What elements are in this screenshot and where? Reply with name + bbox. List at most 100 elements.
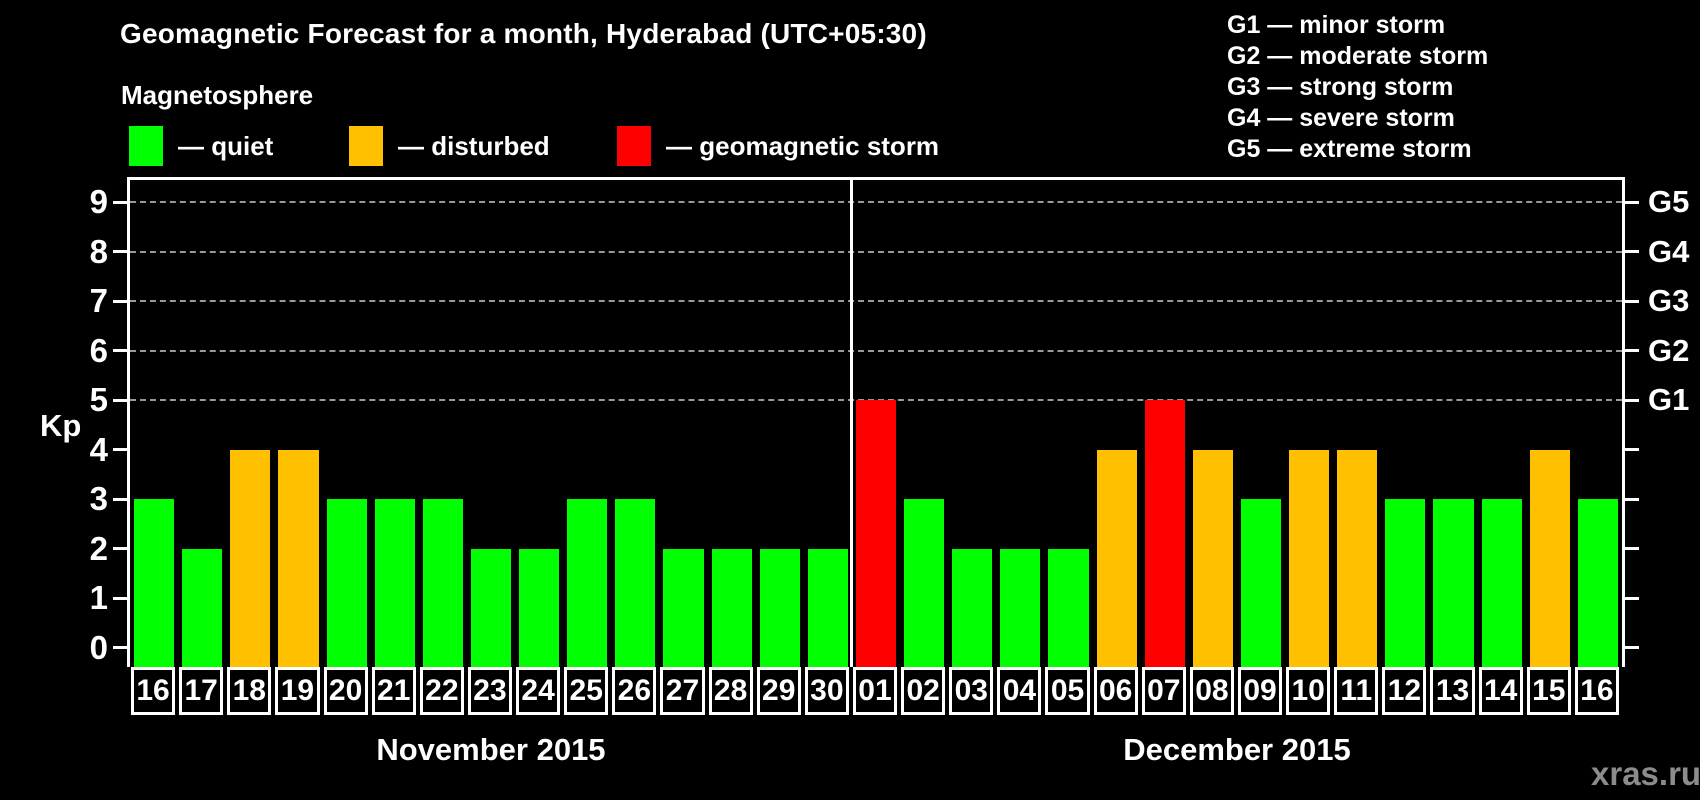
xras-watermark: xras.ru — [1591, 755, 1700, 792]
kp-bar-day-04 — [1000, 548, 1041, 667]
y-tick-label-1: 1 — [89, 579, 108, 616]
kp-bar-day-22 — [422, 499, 463, 667]
legend-item-disturbed: — disturbed — [349, 125, 550, 167]
date-cell: 04 — [997, 667, 1042, 715]
kp-bar-day-21 — [374, 499, 415, 667]
y-tick-label-9: 9 — [89, 183, 108, 220]
left-axis-tick-3 — [113, 497, 127, 501]
left-axis-tick-5 — [113, 398, 127, 402]
date-cell: 20 — [323, 667, 368, 715]
legend-label-quiet: — quiet — [178, 130, 274, 161]
legend-item-storm: — geomagnetic storm — [617, 125, 939, 167]
left-axis-tick-6 — [113, 349, 127, 352]
kp-bar-day-17 — [182, 548, 223, 667]
y-tick-label-7: 7 — [89, 282, 108, 319]
gridline-kp9 — [130, 201, 1622, 203]
right-axis-tick-6 — [1625, 349, 1639, 352]
month-label: December 2015 — [1123, 732, 1351, 767]
right-axis-tick-7 — [1625, 299, 1639, 303]
kp-bar-day-08 — [1192, 449, 1233, 667]
g-level-label-g5: G5 — [1648, 184, 1690, 219]
right-axis-tick-5 — [1625, 398, 1639, 402]
date-cell: 29 — [756, 667, 801, 715]
kp-bar-day-12 — [1385, 499, 1426, 667]
storm-scale-legend: G1 — minor storm G2 — moderate storm G3 … — [1227, 10, 1488, 165]
kp-bar-day-01 — [855, 400, 897, 667]
kp-bar-day-06 — [1096, 449, 1137, 667]
kp-bar-day-10 — [1289, 449, 1330, 667]
storm-scale-g2: G2 — moderate storm — [1227, 42, 1489, 70]
date-cell: 06 — [1093, 667, 1138, 715]
disturbed-color-swatch — [349, 126, 383, 166]
month-label: November 2015 — [376, 732, 606, 767]
right-axis-tick-0 — [1625, 646, 1639, 649]
date-cell: 15 — [1526, 667, 1571, 715]
date-cell: 03 — [949, 667, 994, 715]
g-level-label-g1: G1 — [1648, 382, 1690, 417]
kp-bar-day-19 — [278, 449, 319, 667]
right-axis-tick-8 — [1625, 250, 1639, 253]
date-cell: 14 — [1478, 667, 1523, 715]
date-cell: 12 — [1382, 667, 1427, 715]
kp-bar-day-23 — [470, 548, 512, 667]
y-axis-label-kp: Kp — [40, 408, 82, 443]
y-tick-label-2: 2 — [89, 529, 108, 567]
kp-bar-day-02 — [904, 499, 945, 667]
kp-bar-chart-plot-area — [127, 177, 1625, 667]
gridline-kp7 — [130, 300, 1622, 302]
month-separator-line — [850, 180, 854, 667]
g-level-label-g4: G4 — [1648, 233, 1690, 269]
date-cell: 25 — [564, 667, 609, 715]
kp-bar-day-15 — [1529, 449, 1570, 667]
chart-subtitle-magnetosphere: Magnetosphere — [121, 80, 314, 110]
kp-bar-day-07 — [1144, 400, 1185, 667]
kp-bar-day-14 — [1481, 499, 1522, 667]
kp-bar-day-13 — [1433, 499, 1474, 667]
date-cell: 17 — [179, 667, 224, 715]
date-cell: 09 — [1237, 667, 1283, 715]
kp-bar-day-18 — [230, 449, 271, 667]
date-cell: 05 — [1045, 667, 1090, 715]
left-axis-tick-0 — [113, 646, 127, 649]
storm-scale-g5: G5 — extreme storm — [1227, 135, 1472, 163]
kp-bar-day-11 — [1337, 449, 1378, 667]
storm-scale-g1: G1 — minor storm — [1227, 11, 1446, 39]
storm-scale-g4: G4 — severe storm — [1227, 104, 1455, 132]
gridline-kp8 — [130, 250, 1622, 253]
kp-bar-day-26 — [615, 499, 656, 667]
left-axis-tick-8 — [113, 250, 127, 253]
y-tick-label-0: 0 — [89, 628, 108, 666]
y-tick-label-8: 8 — [89, 232, 108, 270]
gridline-kp6 — [130, 349, 1622, 352]
left-axis-tick-1 — [113, 596, 127, 600]
right-axis-tick-4 — [1625, 448, 1639, 451]
date-cell: 22 — [419, 667, 464, 715]
date-cell: 16 — [1574, 667, 1619, 715]
date-cell: 10 — [1286, 667, 1331, 715]
storm-scale-g3: G3 — strong storm — [1227, 73, 1454, 101]
legend-label-storm: — geomagnetic storm — [666, 130, 940, 161]
y-tick-label-6: 6 — [89, 331, 108, 369]
date-cell: 19 — [275, 667, 320, 715]
right-axis-tick-9 — [1625, 200, 1639, 204]
date-cell: 18 — [227, 667, 272, 715]
kp-bar-day-05 — [1048, 548, 1089, 667]
y-tick-label-5: 5 — [89, 381, 108, 418]
right-axis-tick-1 — [1625, 596, 1639, 600]
date-cell: 23 — [467, 667, 513, 715]
kp-bar-day-30 — [807, 548, 848, 667]
left-axis-tick-9 — [113, 200, 127, 204]
storm-color-swatch — [617, 126, 651, 166]
date-cell: 11 — [1334, 667, 1379, 715]
page-title: Geomagnetic Forecast for a month, Hydera… — [120, 18, 927, 49]
date-cell: 24 — [516, 667, 561, 715]
date-cell: 01 — [852, 667, 898, 715]
kp-bar-day-09 — [1240, 499, 1282, 667]
legend-label-disturbed: — disturbed — [398, 130, 550, 161]
date-cell: 13 — [1430, 667, 1475, 715]
kp-bar-day-27 — [663, 548, 704, 667]
date-cell: 28 — [708, 667, 753, 715]
y-tick-label-4: 4 — [89, 430, 108, 468]
date-cell: 07 — [1141, 667, 1186, 715]
y-tick-label-3: 3 — [89, 480, 108, 517]
